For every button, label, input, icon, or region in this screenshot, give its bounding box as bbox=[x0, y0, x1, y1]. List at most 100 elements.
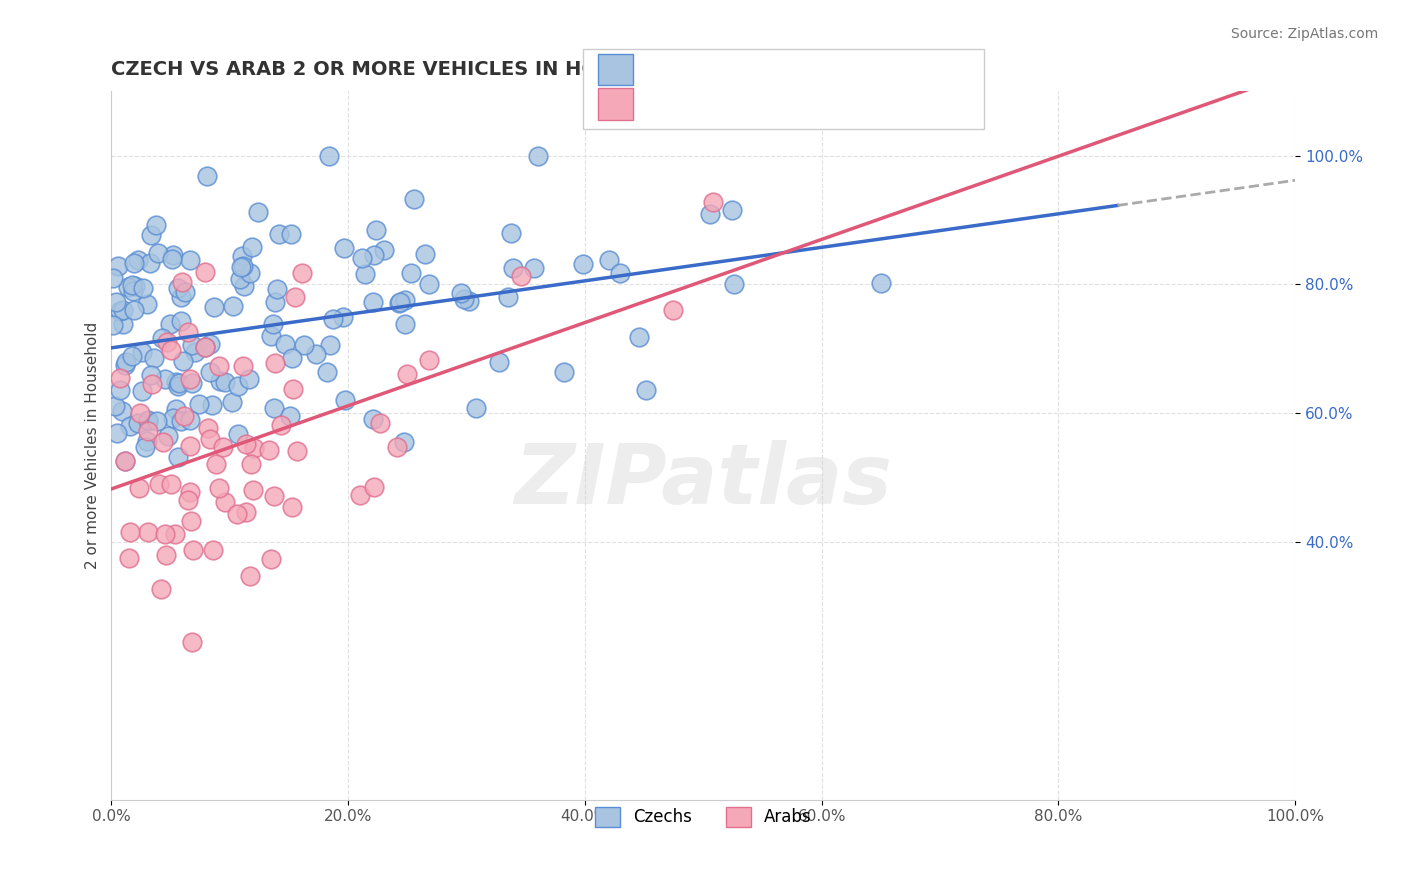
Czechs bbox=[553, 365, 575, 379]
Arabs bbox=[118, 551, 141, 566]
Czechs bbox=[136, 414, 159, 428]
Czechs bbox=[262, 317, 284, 331]
Czechs bbox=[354, 268, 377, 282]
Arabs bbox=[702, 194, 724, 209]
Arabs bbox=[243, 442, 266, 456]
Czechs bbox=[170, 314, 193, 328]
Czechs bbox=[156, 429, 179, 443]
Arabs bbox=[264, 356, 287, 370]
Arabs bbox=[108, 371, 131, 385]
Czechs bbox=[160, 252, 183, 266]
Y-axis label: 2 or more Vehicles in Household: 2 or more Vehicles in Household bbox=[86, 322, 100, 569]
Arabs bbox=[510, 269, 533, 284]
Czechs bbox=[179, 413, 201, 427]
Czechs bbox=[101, 318, 124, 333]
Czechs bbox=[134, 440, 156, 454]
Czechs bbox=[526, 148, 548, 162]
Czechs bbox=[319, 337, 342, 351]
Czechs bbox=[108, 303, 131, 318]
Czechs bbox=[699, 206, 721, 220]
Czechs bbox=[159, 317, 181, 331]
Czechs bbox=[322, 311, 344, 326]
Arabs bbox=[180, 514, 202, 528]
Czechs bbox=[112, 302, 135, 317]
Arabs bbox=[118, 524, 141, 539]
Arabs bbox=[156, 335, 179, 350]
Czechs bbox=[166, 379, 188, 393]
Czechs bbox=[413, 246, 436, 260]
Czechs bbox=[167, 281, 190, 295]
Czechs bbox=[146, 414, 169, 428]
Czechs bbox=[201, 398, 224, 412]
Arabs bbox=[204, 457, 226, 471]
Czechs bbox=[366, 223, 388, 237]
Czechs bbox=[502, 260, 524, 275]
Arabs bbox=[148, 477, 170, 491]
Czechs bbox=[131, 345, 153, 359]
Arabs bbox=[281, 500, 304, 515]
Arabs bbox=[291, 266, 314, 280]
Czechs bbox=[131, 384, 153, 398]
Czechs bbox=[184, 344, 207, 359]
Czechs bbox=[142, 351, 165, 365]
Czechs bbox=[150, 330, 173, 344]
Czechs bbox=[136, 296, 159, 310]
Czechs bbox=[145, 218, 167, 232]
Czechs bbox=[136, 413, 159, 427]
Czechs bbox=[114, 355, 136, 369]
Czechs bbox=[131, 281, 153, 295]
Arabs bbox=[201, 542, 224, 557]
Czechs bbox=[107, 259, 129, 273]
Arabs bbox=[232, 359, 254, 374]
Czechs bbox=[361, 294, 384, 309]
Czechs bbox=[870, 276, 893, 290]
Czechs bbox=[153, 372, 176, 386]
Arabs bbox=[242, 483, 264, 498]
Czechs bbox=[139, 228, 162, 243]
Czechs bbox=[316, 365, 339, 379]
Arabs bbox=[208, 481, 231, 495]
Czechs bbox=[388, 296, 411, 310]
Czechs bbox=[240, 239, 263, 253]
Czechs bbox=[139, 368, 162, 383]
Czechs bbox=[269, 227, 291, 241]
Czechs bbox=[202, 300, 225, 314]
Czechs bbox=[457, 293, 479, 308]
Czechs bbox=[222, 299, 245, 313]
Czechs bbox=[208, 374, 231, 388]
Arabs bbox=[114, 454, 136, 468]
Czechs bbox=[181, 338, 204, 352]
Czechs bbox=[162, 410, 184, 425]
Czechs bbox=[169, 376, 191, 390]
Arabs bbox=[136, 424, 159, 438]
Czechs bbox=[598, 252, 620, 267]
Arabs bbox=[239, 568, 262, 582]
Arabs bbox=[177, 325, 200, 339]
Arabs bbox=[160, 477, 183, 491]
Czechs bbox=[278, 409, 301, 424]
Czechs bbox=[221, 394, 243, 409]
Text: R =: R = bbox=[661, 62, 700, 80]
Czechs bbox=[172, 354, 194, 368]
Czechs bbox=[450, 286, 472, 301]
Arabs bbox=[270, 418, 292, 433]
Czechs bbox=[108, 383, 131, 397]
Czechs bbox=[173, 285, 195, 300]
Arabs bbox=[263, 489, 285, 503]
Czechs bbox=[305, 347, 328, 361]
Arabs bbox=[661, 302, 683, 317]
Czechs bbox=[350, 251, 373, 265]
Arabs bbox=[155, 548, 177, 562]
Czechs bbox=[332, 241, 354, 255]
Text: R =: R = bbox=[661, 98, 700, 116]
Czechs bbox=[263, 294, 285, 309]
Arabs bbox=[183, 543, 205, 558]
Czechs bbox=[180, 376, 202, 390]
Czechs bbox=[723, 277, 745, 292]
Arabs bbox=[176, 492, 198, 507]
Czechs bbox=[228, 272, 250, 286]
Arabs bbox=[212, 440, 235, 454]
Czechs bbox=[122, 256, 145, 270]
Czechs bbox=[179, 252, 201, 267]
Czechs bbox=[332, 310, 354, 324]
